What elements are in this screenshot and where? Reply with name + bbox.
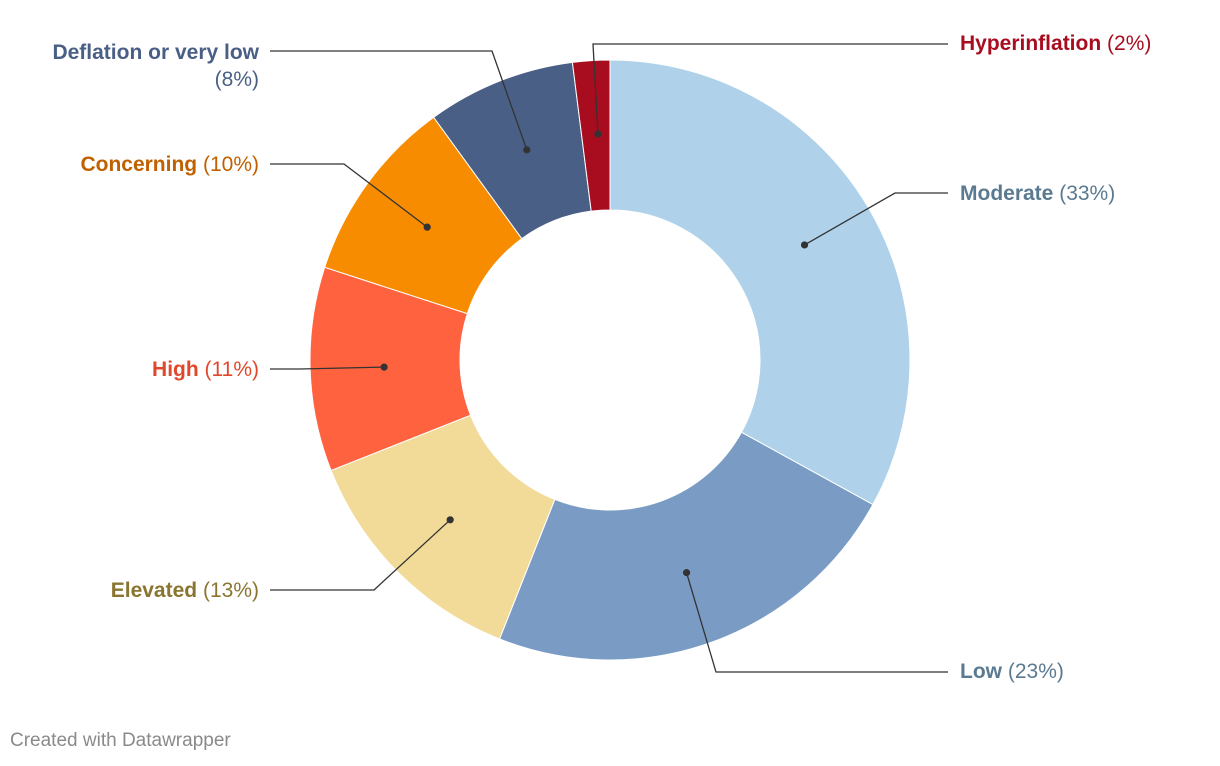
label-low-pct: (23%) xyxy=(1007,660,1064,683)
label-hyperinflation: Hyperinflation (2%) xyxy=(960,30,1151,57)
leader-dot-low xyxy=(682,569,691,577)
leader-dot-hyperinflation xyxy=(594,130,602,138)
label-elevated-name: Elevated xyxy=(110,579,198,602)
credit-text: Created with Datawrapper xyxy=(10,730,231,751)
slice-low xyxy=(498,431,874,661)
leader-line-high xyxy=(270,366,385,370)
label-concerning-pct: (10%) xyxy=(202,153,259,176)
label-high-pct: (11%) xyxy=(204,358,259,381)
leader-dot-high xyxy=(380,363,388,371)
leader-line-deflation xyxy=(270,50,528,151)
label-low-name: Low xyxy=(960,660,1002,683)
label-deflation-name: Deflation or very low xyxy=(52,41,259,64)
label-hyperinflation-name: Hyperinflation xyxy=(960,32,1102,55)
label-high: High (11%) xyxy=(152,356,259,383)
label-deflation-pct: (8%) xyxy=(214,68,259,91)
label-elevated: Elevated (13%) xyxy=(111,577,259,604)
leader-line-elevated xyxy=(270,519,451,591)
slice-hyperinflation xyxy=(571,59,611,212)
label-elevated-pct: (13%) xyxy=(202,579,259,602)
label-concerning: Concerning (10%) xyxy=(80,151,259,178)
leader-dot-concerning xyxy=(423,223,431,231)
leader-dot-elevated xyxy=(446,516,454,524)
leader-line-hyperinflation xyxy=(592,43,948,135)
label-high-name: High xyxy=(152,358,199,381)
leader-line-concerning xyxy=(270,163,428,228)
label-hyperinflation-pct: (2%) xyxy=(1107,32,1152,55)
label-concerning-name: Concerning xyxy=(80,153,198,176)
label-low: Low (23%) xyxy=(960,658,1064,685)
label-moderate: Moderate (33%) xyxy=(960,180,1115,207)
leader-dot-moderate xyxy=(800,241,809,249)
leader-dot-deflation xyxy=(523,146,531,154)
leader-line-moderate xyxy=(804,192,948,246)
leader-line-low xyxy=(685,572,948,673)
label-moderate-name: Moderate xyxy=(960,182,1054,205)
label-deflation: Deflation or very low (8%) xyxy=(52,39,259,93)
slice-moderate xyxy=(609,59,911,506)
label-moderate-pct: (33%) xyxy=(1059,182,1116,205)
